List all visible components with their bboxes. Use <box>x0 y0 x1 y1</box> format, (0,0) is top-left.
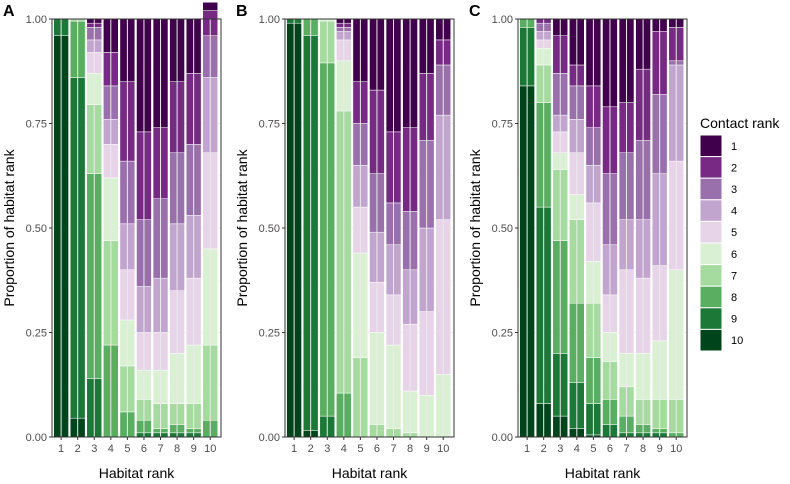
y-tick-label: 0.00 <box>492 432 513 444</box>
x-tick-label: 9 <box>657 443 663 455</box>
y-tick-label: 0.75 <box>26 119 47 131</box>
x-tick-label: 3 <box>324 443 330 455</box>
x-tick-label: 8 <box>174 443 180 455</box>
panel-C: 0.00 0.25 0.50 0.75 1.00 1 2 3 4 5 6 7 8 9 10 Habitat r… <box>467 3 688 481</box>
x-tick-label: 2 <box>75 443 81 455</box>
legend-key-1 <box>699 134 723 158</box>
x-tick-label: 6 <box>374 443 380 455</box>
bar-habitat-7 <box>618 18 635 438</box>
x-tick-label: 5 <box>590 443 596 455</box>
x-tick-label: 3 <box>557 443 563 455</box>
x-tick-label: 6 <box>607 443 613 455</box>
x-tick-label: 5 <box>124 443 130 455</box>
bar-habitat-10 <box>668 18 684 438</box>
x-tick-label: 9 <box>191 443 197 455</box>
y-tick-label: 0.50 <box>259 223 280 235</box>
x-tick-label: 2 <box>308 443 314 455</box>
x-tick-label: 2 <box>541 443 547 455</box>
y-axis-title: Proportion of habitat rank <box>234 148 250 306</box>
legend-label-7: 7 <box>731 270 737 282</box>
x-axis-title: Habitat rank <box>99 465 175 481</box>
legend-key-3 <box>699 177 723 201</box>
y-tick-label: 0.25 <box>26 328 47 340</box>
y-tick-label: 1.00 <box>259 14 280 26</box>
legend-label-4: 4 <box>731 206 737 218</box>
legend: Contact rank 1 2 3 4 5 6 7 8 9 10 <box>699 115 780 352</box>
y-tick-label: 0.75 <box>259 119 280 131</box>
legend-label-6: 6 <box>731 249 737 261</box>
x-tick-label: 3 <box>91 443 97 455</box>
legend-label-8: 8 <box>731 292 737 304</box>
x-tick-label: 5 <box>357 443 363 455</box>
y-tick-label: 0.00 <box>259 432 280 444</box>
legend-label-5: 5 <box>731 227 737 239</box>
x-tick-label: 8 <box>640 443 646 455</box>
legend-label-3: 3 <box>731 184 737 196</box>
y-tick-label: 1.00 <box>26 14 47 26</box>
panel-label: A <box>3 3 15 20</box>
y-tick-label: 0.50 <box>492 223 513 235</box>
legend-label-2: 2 <box>731 162 737 174</box>
y-axis-title: Proportion of habitat rank <box>1 148 17 306</box>
legend-key-9 <box>699 307 723 330</box>
x-tick-label: 7 <box>157 443 163 455</box>
panel-B: 0.00 0.25 0.50 0.75 1.00 1 2 3 4 5 6 7 8 9 10 Habitat r… <box>234 3 455 481</box>
y-tick-label: 0.75 <box>492 119 513 131</box>
x-tick-label: 7 <box>390 443 396 455</box>
x-tick-label: 10 <box>670 443 682 455</box>
panel-label: C <box>469 3 481 20</box>
legend-label-10: 10 <box>731 335 743 347</box>
legend-key-4 <box>699 199 723 222</box>
panel-label: B <box>236 3 248 20</box>
y-tick-label: 0.25 <box>259 328 280 340</box>
y-tick-label: 0.00 <box>26 432 47 444</box>
y-axis-title: Proportion of habitat rank <box>467 148 483 306</box>
x-tick-label: 4 <box>341 443 347 455</box>
x-tick-label: 1 <box>291 443 297 455</box>
x-tick-label: 1 <box>524 443 530 455</box>
panel-A: 0.00 0.25 0.50 0.75 1.00 1 2 3 4 5 6 7 8 9 10 Habitat r… <box>1 2 222 481</box>
x-tick-label: 1 <box>58 443 64 455</box>
legend-key-8 <box>699 285 723 309</box>
legend-key-6 <box>699 242 723 266</box>
legend-title: Contact rank <box>700 115 780 131</box>
x-tick-label: 10 <box>437 443 449 455</box>
legend-label-9: 9 <box>731 314 737 326</box>
legend-label-1: 1 <box>731 141 737 153</box>
y-tick-label: 0.50 <box>26 223 47 235</box>
x-tick-label: 7 <box>623 443 629 455</box>
legend-key-10 <box>699 328 723 352</box>
x-axis-title: Habitat rank <box>332 465 408 481</box>
x-tick-label: 6 <box>141 443 147 455</box>
x-tick-label: 4 <box>108 443 114 455</box>
bar-segment-contact-1 <box>202 2 218 11</box>
y-tick-label: 1.00 <box>492 14 513 26</box>
x-tick-label: 4 <box>574 443 580 455</box>
legend-key-2 <box>699 156 723 179</box>
y-tick-label: 0.25 <box>492 328 513 340</box>
x-tick-label: 9 <box>424 443 430 455</box>
x-tick-label: 8 <box>407 443 413 455</box>
legend-key-5 <box>699 220 723 244</box>
legend-key-7 <box>699 264 723 287</box>
x-axis-title: Habitat rank <box>565 465 641 481</box>
x-tick-label: 10 <box>204 443 216 455</box>
